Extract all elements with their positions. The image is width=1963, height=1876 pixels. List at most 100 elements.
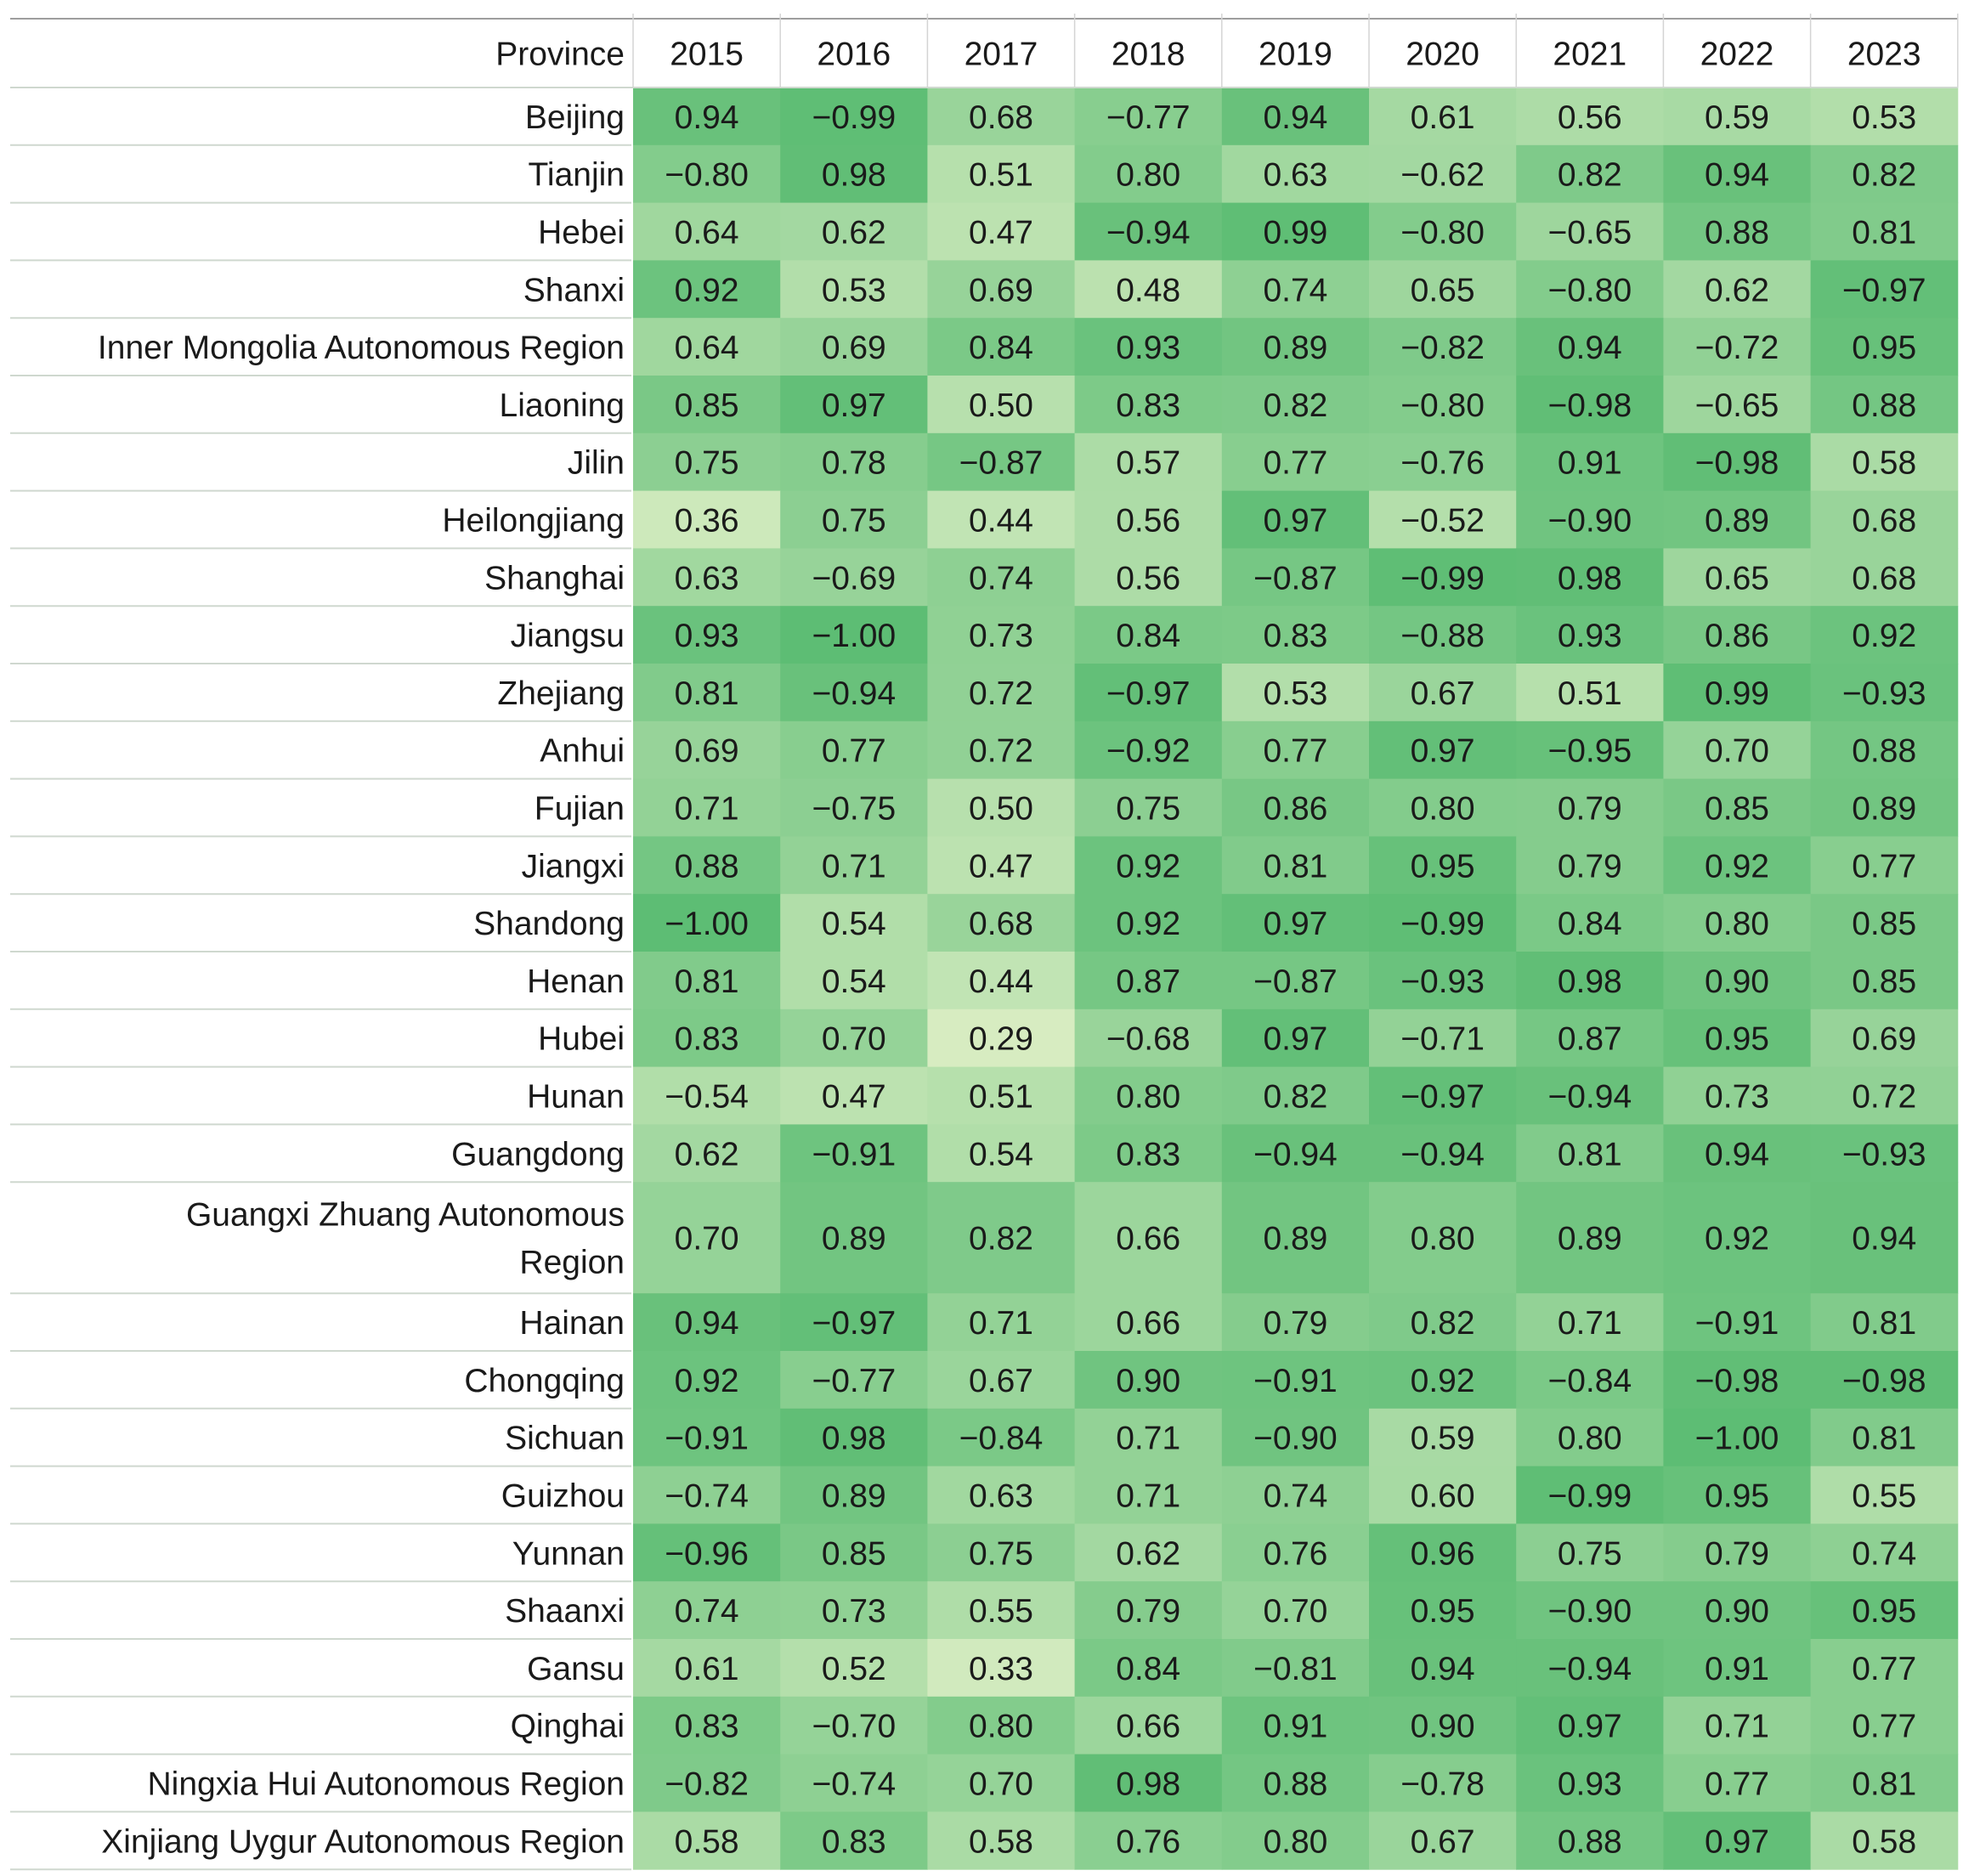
heatmap-cell — [1074, 144, 1223, 204]
cell-value-label: −0.94 — [1400, 1136, 1485, 1172]
heatmap-cell — [780, 1754, 928, 1812]
cell-value-label: −0.94 — [1547, 1651, 1632, 1687]
header-year-2022: 2022 — [1700, 37, 1774, 73]
heatmap-cell — [1810, 1581, 1959, 1640]
heatmap-cell — [1074, 720, 1223, 780]
heatmap-cell — [1663, 1811, 1812, 1870]
heatmap-cell — [1516, 88, 1664, 146]
cell-value-label: 0.84 — [969, 330, 1033, 366]
heatmap-cell — [1369, 1293, 1517, 1352]
heatmap-cell — [1074, 1581, 1223, 1640]
header-year-2019: 2019 — [1259, 37, 1332, 73]
cell-value-label: 0.79 — [1705, 1535, 1769, 1572]
cell-value-label: −0.81 — [1253, 1651, 1338, 1687]
heatmap-cell — [1221, 606, 1370, 664]
row-label: Yunnan — [512, 1535, 625, 1572]
heatmap-cell — [1074, 778, 1223, 837]
heatmap-cell — [927, 1581, 1076, 1640]
cell-value-label: −0.65 — [1695, 387, 1779, 424]
heatmap-cell — [1516, 1009, 1664, 1068]
cell-value-label: 0.82 — [1558, 157, 1622, 194]
cell-value-label: 0.68 — [1852, 560, 1916, 596]
cell-value-label: 0.77 — [1263, 733, 1327, 770]
heatmap-cell — [1074, 1639, 1223, 1698]
heatmap-cell — [780, 88, 928, 146]
cell-value-label: 0.62 — [1116, 1535, 1180, 1572]
heatmap-cell — [1369, 1351, 1517, 1410]
heatmap-cell — [780, 1293, 928, 1352]
cell-value-label: 0.58 — [675, 1823, 739, 1860]
cell-value-label: 0.89 — [1852, 791, 1916, 828]
heatmap-cell — [1221, 720, 1370, 780]
heatmap-cell — [1221, 1066, 1370, 1125]
cell-value-label: 0.81 — [1852, 1766, 1916, 1803]
cell-value-label: 0.85 — [1852, 963, 1916, 1000]
heatmap-cell — [780, 260, 928, 319]
cell-value-label: 0.54 — [822, 906, 886, 942]
cell-value-label: 0.92 — [1705, 1221, 1769, 1257]
cell-value-label: 0.79 — [1263, 1305, 1327, 1342]
heatmap-cell — [780, 894, 928, 952]
heatmap-cell — [1369, 1466, 1517, 1524]
heatmap-cell — [1663, 376, 1812, 434]
cell-value-label: 0.82 — [1263, 387, 1327, 424]
row-label: Gansu — [527, 1651, 625, 1687]
cell-value-label: 0.47 — [969, 848, 1033, 884]
cell-value-label: 0.44 — [969, 963, 1033, 1000]
heatmap-cell — [927, 1754, 1076, 1812]
heatmap-cell — [1369, 1523, 1517, 1582]
cell-value-label: −0.80 — [1400, 215, 1485, 251]
heatmap-cell — [1074, 1754, 1223, 1812]
heatmap-cell — [1369, 720, 1517, 780]
cell-value-label: 0.74 — [1852, 1535, 1916, 1572]
row-label: Liaoning — [500, 387, 625, 424]
cell-value-label: 0.77 — [1263, 445, 1327, 482]
cell-value-label: 0.83 — [822, 1823, 886, 1860]
cell-value-label: −0.74 — [665, 1478, 749, 1515]
cell-value-label: −0.82 — [665, 1766, 749, 1803]
heatmap-cell — [927, 490, 1076, 549]
cell-value-label: 0.76 — [1116, 1823, 1180, 1860]
heatmap-cell — [780, 548, 928, 607]
heatmap-cell — [1663, 1009, 1812, 1068]
cell-value-label: 0.81 — [1852, 215, 1916, 251]
heatmap-cell — [633, 1351, 781, 1410]
heatmap-cell — [927, 1182, 1076, 1294]
heatmap-cell — [1221, 1009, 1370, 1068]
heatmap-cell — [780, 778, 928, 837]
cell-value-label: 0.98 — [822, 157, 886, 194]
heatmap-cell — [1663, 720, 1812, 780]
cell-value-label: 0.82 — [1411, 1305, 1475, 1342]
cell-value-label: 0.51 — [969, 157, 1033, 194]
heatmap-cell — [1074, 836, 1223, 895]
cell-value-label: 0.50 — [969, 387, 1033, 424]
heatmap-cell — [780, 606, 928, 664]
cell-value-label: 0.84 — [1558, 906, 1622, 942]
heatmap-cell — [780, 1466, 928, 1524]
cell-value-label: −0.87 — [959, 445, 1044, 482]
row-label: Shanghai — [484, 560, 625, 596]
cell-value-label: −0.99 — [1400, 906, 1485, 942]
heatmap-cell — [1663, 1754, 1812, 1812]
heatmap-cell — [633, 432, 781, 492]
row-label: Sichuan — [505, 1421, 625, 1457]
cell-value-label: 0.94 — [1263, 99, 1327, 136]
cell-value-label: 0.89 — [1558, 1221, 1622, 1257]
heatmap-cell — [1074, 1066, 1223, 1125]
cell-value-label: 0.72 — [1852, 1079, 1916, 1116]
cell-value-label: 0.69 — [1852, 1021, 1916, 1058]
heatmap-cell — [1516, 1696, 1664, 1755]
heatmap-cell — [1221, 778, 1370, 837]
heatmap-cell — [633, 490, 781, 549]
cell-value-label: 0.72 — [969, 675, 1033, 712]
cell-value-label: −0.84 — [959, 1421, 1044, 1457]
cell-value-label: 0.54 — [969, 1136, 1033, 1172]
cell-value-label: 0.90 — [1705, 1593, 1769, 1630]
cell-value-label: −0.80 — [665, 157, 749, 194]
cell-value-label: 0.86 — [1705, 618, 1769, 654]
cell-value-label: −0.99 — [1547, 1478, 1632, 1515]
heatmap-cell — [1810, 1293, 1959, 1352]
heatmap-cell — [1810, 260, 1959, 319]
heatmap-cell — [1074, 952, 1223, 1010]
heatmap-cell — [780, 1066, 928, 1125]
